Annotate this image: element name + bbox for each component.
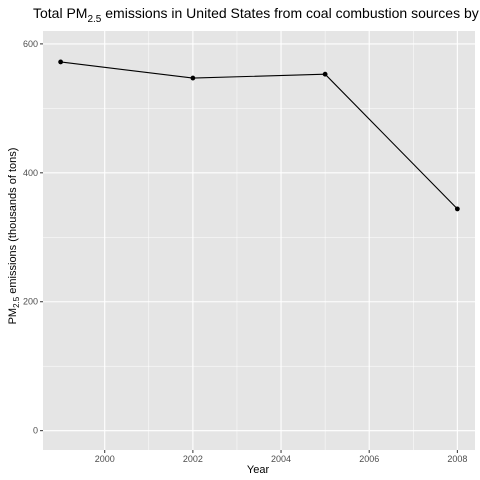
y-axis-title: PM2.5 emissions (thousands of tons) [7, 148, 21, 325]
x-tick-label: 2004 [271, 454, 291, 464]
x-tick-label: 2008 [447, 454, 467, 464]
major-gridlines [43, 31, 475, 450]
data-point [190, 75, 196, 81]
minor-gridlines [43, 31, 475, 450]
series-line [60, 61, 458, 210]
y-tick-label: 600 [23, 39, 38, 49]
series-emissions [58, 59, 460, 212]
y-axis-title-after: emissions (thousands of tons) [7, 148, 19, 297]
x-axis-title: Year [247, 464, 270, 476]
y-tick-label: 200 [23, 297, 38, 307]
chart-title-before: Total PM [33, 5, 87, 21]
x-tick-label: 2002 [183, 454, 203, 464]
plot-panel [43, 31, 475, 450]
y-axis-title-subscript: 2.5 [12, 296, 21, 308]
y-tick-labels: 0 200 400 600 [23, 39, 38, 436]
data-point [454, 206, 460, 212]
data-point [322, 71, 328, 77]
chart-title-subscript: 2.5 [87, 14, 101, 25]
x-tick-label: 2000 [95, 454, 115, 464]
y-tick-label: 0 [33, 426, 38, 436]
chart-title: Total PM2.5 emissions in United States f… [33, 5, 480, 25]
x-tick-labels: 2000 2002 2004 2006 2008 [95, 454, 468, 464]
axis-ticks [40, 43, 458, 453]
y-axis-title-before: PM [7, 308, 19, 325]
y-tick-label: 400 [23, 168, 38, 178]
data-point [58, 59, 64, 65]
chart-title-after: emissions in United States from coal com… [101, 5, 480, 21]
x-tick-label: 2006 [359, 454, 379, 464]
